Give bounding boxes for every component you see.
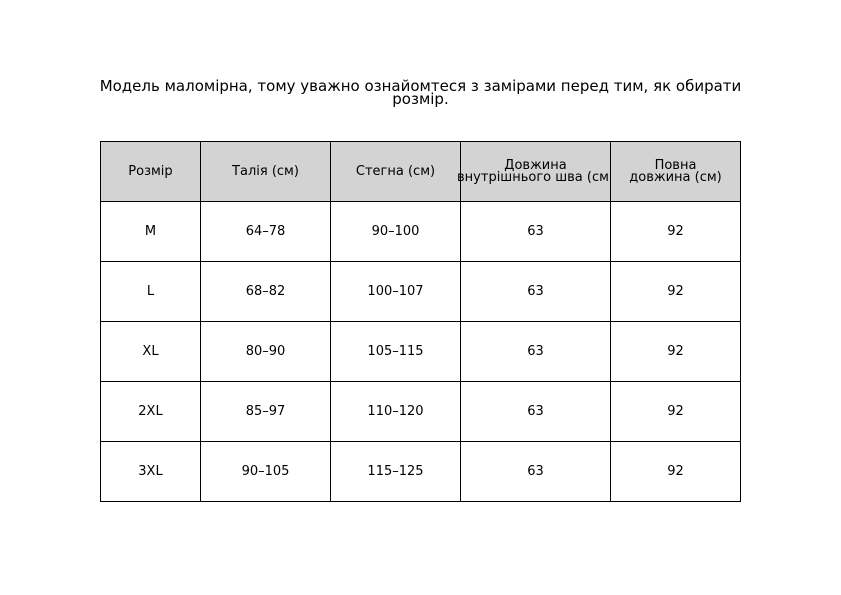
table-cell: 3XL	[100, 441, 201, 502]
cell-text: 90–100	[371, 223, 420, 239]
table-cell: 105–115	[330, 321, 461, 382]
table-cell: 64–78	[200, 201, 331, 262]
cell-text: 80–90	[245, 343, 286, 359]
cell-text: 105–115	[367, 343, 424, 359]
table-cell: 110–120	[330, 381, 461, 442]
table-cell: 63	[460, 321, 611, 382]
cell-text: 92	[667, 403, 684, 419]
table-cell: 100–107	[330, 261, 461, 322]
table-header-cell: Розмір	[100, 141, 201, 202]
cell-text: 3XL	[138, 463, 163, 479]
cell-text: Талія (см)	[232, 163, 299, 179]
cell-text: Довжина внутрішнього шва (см)	[457, 157, 614, 185]
table-cell: 92	[610, 261, 741, 322]
cell-text: 92	[667, 343, 684, 359]
cell-text: Повна довжина (см)	[629, 157, 722, 185]
table-cell: 63	[460, 441, 611, 502]
table-cell: 90–105	[200, 441, 331, 502]
cell-text: 63	[527, 283, 544, 299]
table-cell: XL	[100, 321, 201, 382]
table-header-cell: Повна довжина (см)	[610, 141, 741, 202]
table-cell: M	[100, 201, 201, 262]
cell-text: 63	[527, 403, 544, 419]
table-cell: 63	[460, 201, 611, 262]
page-title: Модель маломірна, тому уважно ознайомтес…	[0, 77, 841, 108]
cell-text: 2XL	[138, 403, 163, 419]
cell-text: 63	[527, 343, 544, 359]
table-cell: 115–125	[330, 441, 461, 502]
cell-text: XL	[142, 343, 159, 359]
cell-text: L	[146, 283, 155, 299]
table-cell: 90–100	[330, 201, 461, 262]
cell-text: 90–105	[241, 463, 290, 479]
cell-text: Розмір	[128, 163, 173, 179]
table-cell: 80–90	[200, 321, 331, 382]
table-cell: 92	[610, 381, 741, 442]
cell-text: 92	[667, 223, 684, 239]
cell-text: 63	[527, 463, 544, 479]
table-header-cell: Довжина внутрішнього шва (см)	[457, 141, 614, 202]
cell-text: 68–82	[245, 283, 286, 299]
cell-text: 110–120	[367, 403, 424, 419]
cell-text: M	[144, 223, 157, 239]
cell-text: 85–97	[245, 403, 286, 419]
cell-text: 92	[667, 463, 684, 479]
table-cell: 68–82	[200, 261, 331, 322]
table-cell: 63	[460, 381, 611, 442]
table-cell: 92	[610, 321, 741, 382]
table-cell: L	[100, 261, 201, 322]
table-cell: 63	[460, 261, 611, 322]
table-cell: 2XL	[100, 381, 201, 442]
cell-text: 100–107	[367, 283, 424, 299]
cell-text: 64–78	[245, 223, 286, 239]
table-cell: 85–97	[200, 381, 331, 442]
title-line-2: розмір.	[392, 90, 449, 108]
cell-text: 92	[667, 283, 684, 299]
table-cell: 92	[610, 441, 741, 502]
title-line-1: Модель маломірна, тому уважно ознайомтес…	[99, 77, 742, 95]
table-header-cell: Талія (см)	[200, 141, 331, 202]
cell-text: Стегна (см)	[355, 163, 436, 179]
table-header-cell: Стегна (см)	[330, 141, 461, 202]
table-cell: 92	[610, 201, 741, 262]
cell-text: 115–125	[367, 463, 424, 479]
cell-text: 63	[527, 223, 544, 239]
